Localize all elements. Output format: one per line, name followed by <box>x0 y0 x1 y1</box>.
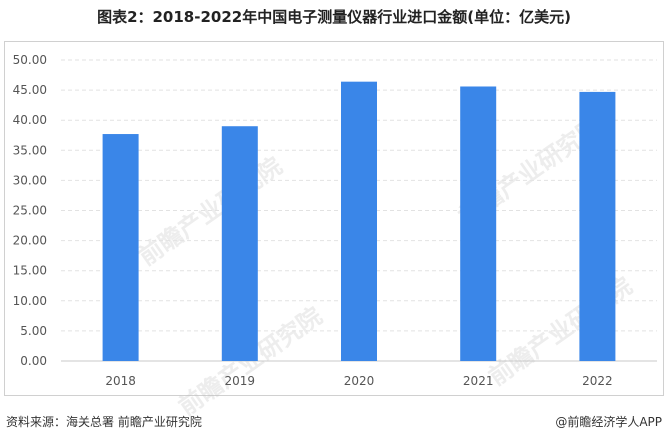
bar <box>341 81 377 361</box>
x-tick-label: 2021 <box>463 374 494 388</box>
bar <box>579 91 616 361</box>
x-tick-label: 2018 <box>105 374 136 388</box>
y-tick-label: 40.00 <box>13 113 47 127</box>
y-tick-label: 0.00 <box>20 354 47 368</box>
y-tick-label: 25.00 <box>13 204 47 218</box>
y-tick-label: 50.00 <box>13 53 47 67</box>
y-tick-label: 45.00 <box>13 83 47 97</box>
x-tick-label: 2022 <box>582 374 613 388</box>
x-tick-label: 2020 <box>344 374 375 388</box>
y-tick-label: 30.00 <box>13 173 47 187</box>
bar <box>221 126 258 361</box>
chart-title: 图表2：2018-2022年中国电子测量仪器行业进口金额(单位：亿美元) <box>97 8 571 26</box>
brand-label: @前瞻经济学人APP <box>555 415 662 429</box>
bar <box>460 86 497 361</box>
y-tick-label: 10.00 <box>13 294 47 308</box>
y-tick-label: 15.00 <box>13 264 47 278</box>
bar <box>102 134 139 361</box>
x-tick-label: 2019 <box>225 374 256 388</box>
y-tick-label: 5.00 <box>20 324 47 338</box>
y-tick-label: 35.00 <box>13 143 47 157</box>
chart-frame: 前瞻产业研究院 前瞻产业研究院 前瞻产业研究院 前瞻产业研究院 0.00 5.00… <box>4 41 664 421</box>
bar-chart: 0.00 5.00 10.00 15.00 20.00 25.00 30.00 35.00 40… <box>13 53 657 388</box>
source-note: 资料来源：海关总署 前瞻产业研究院 <box>6 415 202 429</box>
y-tick-label: 20.00 <box>13 234 47 248</box>
